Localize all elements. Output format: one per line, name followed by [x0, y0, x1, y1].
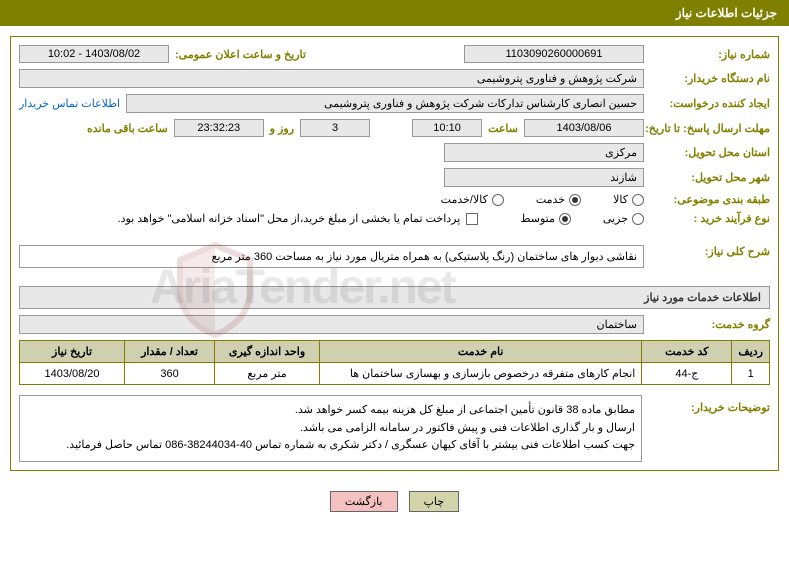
radio-partial[interactable]: جزیی	[603, 212, 644, 225]
radio-icon	[632, 213, 644, 225]
radio-goods-service-label: کالا/خدمت	[441, 193, 488, 206]
time-label-1: ساعت	[488, 122, 518, 135]
cell-unit: متر مربع	[215, 363, 320, 385]
header-title: جزئیات اطلاعات نیاز	[676, 6, 777, 20]
countdown-value: 23:32:23	[174, 119, 264, 137]
radio-icon	[632, 194, 644, 206]
remaining-label: ساعت باقی مانده	[87, 122, 168, 135]
days-label: روز و	[270, 122, 294, 135]
treasury-checkbox[interactable]	[466, 213, 478, 225]
form-panel: شماره نیاز: 1103090260000691 تاریخ و ساع…	[10, 36, 779, 471]
back-button[interactable]: بازگشت	[330, 491, 398, 512]
radio-service[interactable]: خدمت	[536, 193, 581, 206]
radio-goods[interactable]: کالا	[613, 193, 644, 206]
province-label: استان محل تحویل:	[650, 146, 770, 159]
cell-rownum: 1	[732, 363, 770, 385]
cell-qty: 360	[125, 363, 215, 385]
radio-goods-service[interactable]: کالا/خدمت	[441, 193, 504, 206]
radio-partial-label: جزیی	[603, 212, 628, 225]
cell-date: 1403/08/20	[20, 363, 125, 385]
desc-text: نقاشی دیوار های ساختمان (رنگ پلاستیکی) ب…	[19, 245, 644, 268]
need-number-label: شماره نیاز:	[650, 48, 770, 61]
col-name: نام خدمت	[319, 341, 641, 363]
deadline-label: مهلت ارسال پاسخ: تا تاریخ:	[650, 122, 770, 135]
notes-line2: ارسال و بار گذاری اطلاعات فنی و پیش فاکت…	[26, 420, 635, 438]
group-label: گروه خدمت:	[650, 318, 770, 331]
services-section-header: اطلاعات خدمات مورد نیاز	[19, 286, 770, 309]
treasury-note: پرداخت تمام یا بخشی از مبلغ خرید،از محل …	[118, 212, 461, 225]
group-value: ساختمان	[19, 315, 644, 334]
radio-medium[interactable]: متوسط	[520, 212, 571, 225]
requester-value: حسین انصاری کارشناس تدارکات شرکت پژوهش و…	[126, 94, 644, 113]
desc-section-label: شرح کلی نیاز:	[650, 245, 770, 258]
services-table: ردیف کد خدمت نام خدمت واحد اندازه گیری ت…	[19, 340, 770, 385]
category-label: طبقه بندی موضوعی:	[650, 193, 770, 206]
announce-date-label: تاریخ و ساعت اعلان عمومی:	[175, 48, 306, 61]
buyer-org-label: نام دستگاه خریدار:	[650, 72, 770, 85]
cell-name: انجام کارهای متفرقه درخصوص بازسازی و بهس…	[319, 363, 641, 385]
col-unit: واحد اندازه گیری	[215, 341, 320, 363]
radio-service-label: خدمت	[536, 193, 565, 206]
radio-goods-label: کالا	[613, 193, 628, 206]
radio-icon	[569, 194, 581, 206]
buyer-contact-link[interactable]: اطلاعات تماس خریدار	[19, 97, 120, 110]
deadline-time: 10:10	[412, 119, 482, 137]
buyer-notes-label: توضیحات خریدار:	[650, 395, 770, 414]
notes-line3: جهت کسب اطلاعات فنی بیشتر با آقای کیهان …	[26, 437, 635, 455]
city-label: شهر محل تحویل:	[650, 171, 770, 184]
col-row: ردیف	[732, 341, 770, 363]
purchase-type-label: نوع فرآیند خرید :	[650, 212, 770, 225]
print-button[interactable]: چاپ	[409, 491, 460, 512]
deadline-date: 1403/08/06	[524, 119, 644, 137]
table-header-row: ردیف کد خدمت نام خدمت واحد اندازه گیری ت…	[20, 341, 770, 363]
province-value: مرکزی	[444, 143, 644, 162]
requester-label: ایجاد کننده درخواست:	[650, 97, 770, 110]
notes-line1: مطابق ماده 38 قانون تأمین اجتماعی از مبل…	[26, 402, 635, 420]
buyer-org-value: شرکت پژوهش و فناوری پتروشیمی	[19, 69, 644, 88]
button-bar: چاپ بازگشت	[0, 483, 789, 520]
col-code: کد خدمت	[642, 341, 732, 363]
table-row: 1 ج-44 انجام کارهای متفرقه درخصوص بازساز…	[20, 363, 770, 385]
col-qty: تعداد / مقدار	[125, 341, 215, 363]
radio-icon	[492, 194, 504, 206]
days-value: 3	[300, 119, 370, 137]
page-header: جزئیات اطلاعات نیاز	[0, 0, 789, 26]
col-date: تاریخ نیاز	[20, 341, 125, 363]
city-value: شازند	[444, 168, 644, 187]
buyer-notes-text: مطابق ماده 38 قانون تأمین اجتماعی از مبل…	[19, 395, 642, 462]
need-number-value: 1103090260000691	[464, 45, 644, 63]
radio-icon	[559, 213, 571, 225]
radio-medium-label: متوسط	[520, 212, 555, 225]
cell-code: ج-44	[642, 363, 732, 385]
announce-date-value: 1403/08/02 - 10:02	[19, 45, 169, 63]
